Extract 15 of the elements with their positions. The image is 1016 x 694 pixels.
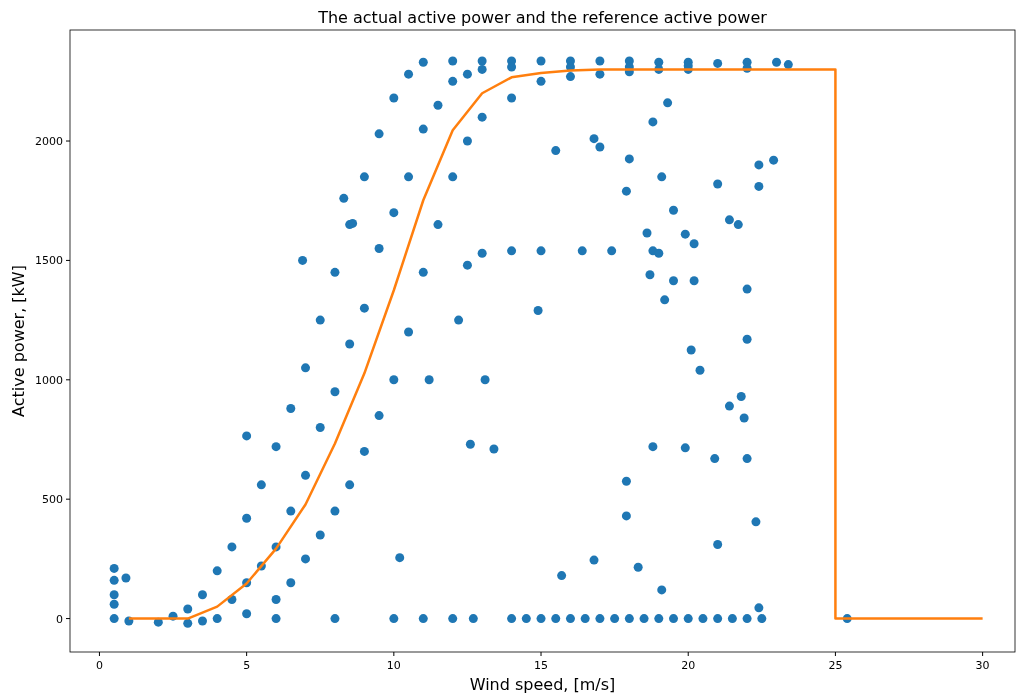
x-tick-label: 0 [95,659,103,672]
chart-title: The actual active power and the reference active power [317,8,768,27]
x-tick-label: 25 [828,659,843,672]
y-tick-label: 2000 [35,135,63,149]
x-tick-label: 15 [534,659,549,672]
x-tick-label: 5 [243,659,251,672]
x-tick-label: 30 [975,659,990,672]
y-axis-title: Active power, [kW] [9,265,28,417]
y-tick-label: 1500 [35,254,63,268]
x-tick-label: 10 [386,659,401,672]
x-tick-label: 20 [681,659,696,672]
y-tick-label: 500 [42,493,63,507]
x-axis-title: Wind speed, [m/s] [469,675,616,694]
y-tick-label: 0 [56,612,63,626]
y-tick-label: 1000 [35,373,63,387]
